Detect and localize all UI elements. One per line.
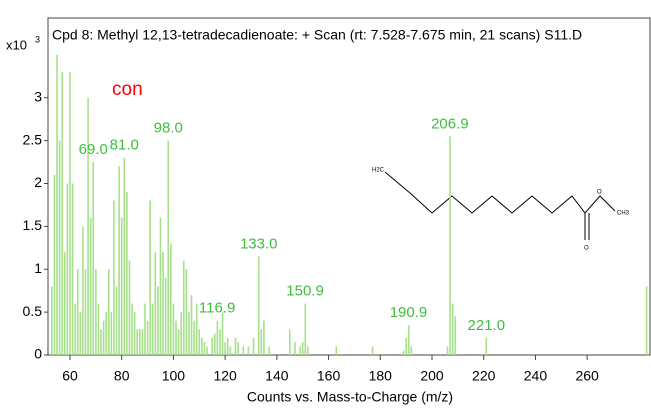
y-tick-label: 3 <box>34 88 42 104</box>
plot-frame <box>47 17 651 356</box>
peak-label: 206.9 <box>431 115 469 132</box>
x-tick-label: 200 <box>420 368 444 384</box>
structure-label: O <box>584 246 589 252</box>
peak-label: 81.0 <box>110 137 139 154</box>
structure-label: O <box>597 190 602 196</box>
peak-label: 133.0 <box>240 235 278 252</box>
x-axis-label: Counts vs. Mass-to-Charge (m/z) <box>247 389 453 405</box>
x-tick-label: 260 <box>575 368 599 384</box>
x-tick-label: 60 <box>62 368 78 384</box>
x-tick-label: 240 <box>524 368 548 384</box>
y-tick-label: 0.5 <box>23 303 43 319</box>
x-tick-label: 80 <box>114 368 130 384</box>
x-tick-label: 180 <box>369 368 393 384</box>
peak-label: 221.0 <box>468 317 506 334</box>
peak-label: 150.9 <box>286 283 324 300</box>
structure-label: CH3 <box>617 211 630 217</box>
peak-label: 116.9 <box>199 300 235 317</box>
structure-label: H2C <box>372 168 385 174</box>
structure <box>384 171 616 240</box>
y-tick-label: 2 <box>34 174 42 190</box>
x-tick-label: 140 <box>265 368 289 384</box>
annotation: con <box>112 79 143 100</box>
y-unit-exponent: 3 <box>35 34 40 44</box>
peak-label: 190.9 <box>390 304 428 321</box>
x-tick-label: 100 <box>162 368 186 384</box>
y-tick-label: 0 <box>34 346 42 362</box>
x-tick-label: 220 <box>472 368 496 384</box>
chart-title: Cpd 8: Methyl 12,13-tetradecadienoate: +… <box>52 27 582 43</box>
y-tick-label: 1.5 <box>23 217 43 233</box>
peak-label: 98.0 <box>154 120 183 137</box>
x-tick-label: 160 <box>317 368 341 384</box>
y-unit: x10 <box>6 37 27 52</box>
y-tick-label: 1 <box>34 260 42 276</box>
peak-label: 69.0 <box>79 141 108 158</box>
x-tick-label: 120 <box>213 368 237 384</box>
y-tick-label: 2.5 <box>23 131 43 147</box>
